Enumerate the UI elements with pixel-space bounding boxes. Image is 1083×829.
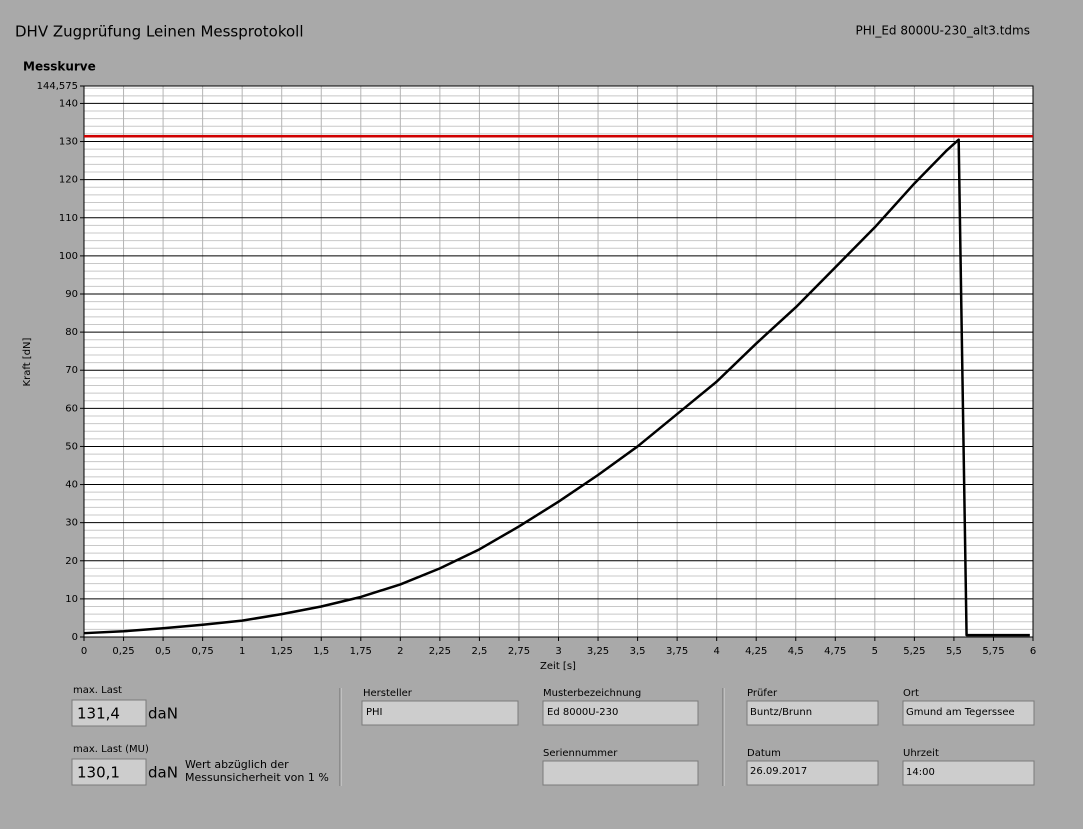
y-tick-label: 100 [59,251,78,262]
input-box[interactable] [902,700,1035,726]
x-tick-label: 1 [239,646,245,657]
y-tick-label: 110 [59,213,78,224]
x-tick-label: 1,25 [271,646,293,657]
x-tick-label: 0,25 [112,646,134,657]
x-tick-label: 4,25 [745,646,767,657]
note: Wert abzüglich der [185,758,289,771]
y-tick-label: 60 [65,403,78,414]
field-label: max. Last (MU) [73,744,149,755]
input-box[interactable] [542,700,699,726]
x-tick-label: 0 [81,646,87,657]
x-tick-label: 3 [555,646,561,657]
field-value: 131,4 [77,705,120,723]
page-title: DHV Zugprüfung Leinen Messprotokoll [15,23,304,41]
x-tick-label: 4,75 [824,646,846,657]
field-label: Datum [747,748,781,759]
x-tick-label: 3,25 [587,646,609,657]
value-box [71,699,147,727]
x-tick-label: 5,75 [982,646,1004,657]
y-tick-label: 10 [65,594,78,605]
x-tick-label: 4,5 [788,646,804,657]
data-line [83,138,1030,637]
field-label: Ort [903,688,919,699]
y-tick-label: 120 [59,175,78,186]
x-axis-label: Zeit [s] [540,661,576,672]
field-value: Gmund am Tegerssee [906,707,1015,718]
field-value: 26.09.2017 [750,766,807,777]
x-tick-label: 0,75 [191,646,213,657]
unit: daN [148,705,178,723]
field-label: Seriennummer [543,748,618,759]
x-tick-label: 5,25 [903,646,925,657]
file-name: PHI_Ed 8000U-230_alt3.tdms [856,24,1030,38]
x-tick-label: 5,5 [946,646,962,657]
note: Messunsicherheit von 1 % [185,771,329,784]
x-tick-label: 1,5 [313,646,329,657]
x-tick-label: 2,25 [429,646,451,657]
y-tick-label: 20 [65,556,78,567]
input-box[interactable] [746,700,879,726]
y-tick-label: 30 [65,518,78,529]
field-value: Buntz/Brunn [750,707,812,718]
x-tick-label: 6 [1030,646,1036,657]
x-tick-label: 3,5 [630,646,646,657]
input-box[interactable] [361,700,519,726]
y-tick-label: 0 [72,632,78,643]
y-tick-label: 80 [65,327,78,338]
y-tick-label: 130 [59,137,78,148]
input-box[interactable] [542,760,699,786]
unit: daN [148,764,178,782]
field-value: 130,1 [77,764,120,782]
field-value: PHI [366,707,383,718]
y-tick-label: 50 [65,441,78,452]
plot-border [83,85,1034,638]
chart-title: Messkurve [23,60,96,74]
x-tick-label: 3,75 [666,646,688,657]
field-label: Musterbezeichnung [543,688,641,699]
field-value: 14:00 [906,767,935,778]
y-tick-label: 40 [65,480,78,491]
y-tick-label: 144,575 [37,81,78,92]
y-tick-label: 70 [65,365,78,376]
x-tick-label: 5 [872,646,878,657]
x-tick-label: 0,5 [155,646,171,657]
field-label: Hersteller [363,688,413,699]
x-tick-label: 1,75 [350,646,372,657]
field-label: Prüfer [747,688,778,699]
x-tick-label: 2,75 [508,646,530,657]
y-tick-label: 140 [59,98,78,109]
y-tick-label: 90 [65,289,78,300]
x-tick-label: 4 [713,646,719,657]
value-box [71,758,147,786]
x-tick-label: 2 [397,646,403,657]
input-box[interactable] [902,760,1035,786]
field-label: max. Last [73,685,122,696]
y-axis-label: Kraft [dN] [22,337,33,386]
input-box[interactable] [746,760,879,786]
x-tick-label: 2,5 [471,646,487,657]
field-label: Uhrzeit [903,748,939,759]
field-value: Ed 8000U-230 [547,707,618,718]
